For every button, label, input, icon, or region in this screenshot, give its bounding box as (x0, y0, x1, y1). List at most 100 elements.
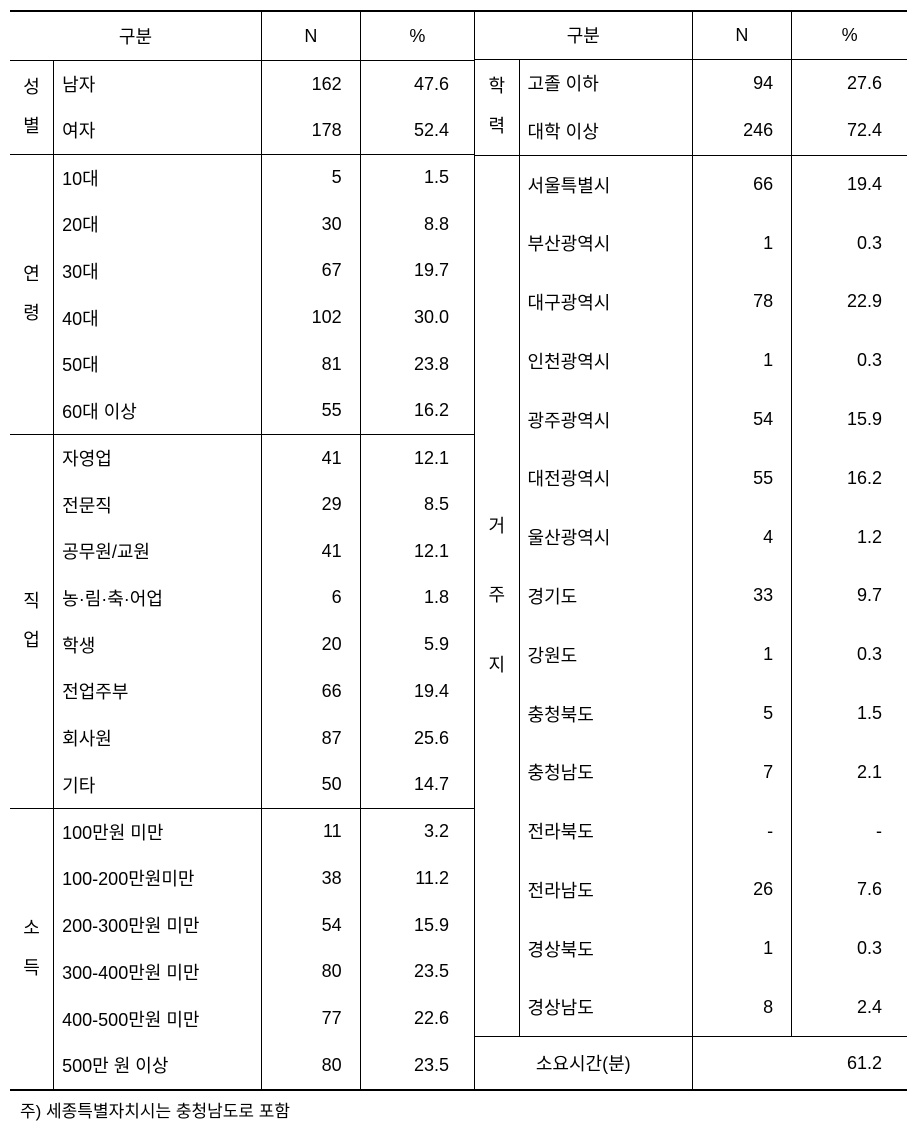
n-cell: 80 (261, 948, 360, 995)
cat-income: 소득 (10, 808, 54, 1089)
table-row: 300-400만원 미만8023.5 (10, 948, 475, 995)
row-label: 기타 (54, 772, 261, 798)
row-label: 20대 (54, 211, 261, 237)
n-cell: 7 (692, 743, 792, 802)
cat-age: 연령 (10, 154, 54, 434)
row-label: 10대 (54, 165, 261, 191)
n-cell: 178 (261, 107, 360, 154)
pct-cell: 23.5 (360, 1042, 474, 1089)
table-row: 농·림·축·어업61.8 (10, 575, 475, 622)
table-row: 전라북도-- (475, 802, 907, 861)
table-row: 거주지 서울특별시6619.4 (475, 155, 907, 214)
n-cell: 1 (692, 214, 792, 273)
hdr-n-l: N (261, 11, 360, 61)
n-cell: 38 (261, 855, 360, 902)
cat-gender: 성별 (10, 61, 54, 154)
row-label: 남자 (54, 71, 261, 97)
n-cell: 4 (692, 508, 792, 567)
n-cell: 41 (261, 528, 360, 575)
n-cell: 54 (692, 390, 792, 449)
pct-cell: 72.4 (792, 107, 907, 155)
row-label: 200-300만원 미만 (54, 912, 261, 938)
left-header: 구분 N % (10, 11, 475, 61)
pct-cell: 12.1 (360, 528, 474, 575)
pct-cell: 23.8 (360, 341, 474, 388)
n-cell: 5 (692, 684, 792, 743)
n-cell: 33 (692, 567, 792, 626)
table-row: 회사원8725.6 (10, 715, 475, 762)
pct-cell: 0.3 (792, 214, 907, 273)
n-cell: 30 (261, 201, 360, 248)
n-cell: 102 (261, 294, 360, 341)
pct-cell: 47.6 (360, 61, 474, 108)
row-label: 100만원 미만 (54, 819, 261, 845)
n-cell: 55 (692, 449, 792, 508)
n-cell: 6 (261, 575, 360, 622)
table-row: 대구광역시7822.9 (475, 273, 907, 332)
table-row: 부산광역시10.3 (475, 214, 907, 273)
row-label: 경기도 (520, 583, 692, 609)
table-row: 400-500만원 미만7722.6 (10, 995, 475, 1042)
row-label: 전업주부 (54, 678, 261, 704)
pct-cell: 25.6 (360, 715, 474, 762)
table-wrapper: 구분 N % 성별 남자 162 47.6 여자 178 52.4 연령 10대… (10, 10, 907, 1091)
n-cell: 29 (261, 481, 360, 528)
row-label: 울산광역시 (520, 524, 692, 550)
row-label: 40대 (54, 305, 261, 331)
row-label: 100-200만원미만 (54, 865, 261, 891)
row-label: 전라남도 (520, 877, 692, 903)
hdr-n-r: N (692, 11, 792, 59)
table-row: 공무원/교원4112.1 (10, 528, 475, 575)
table-row: 전라남도267.6 (475, 861, 907, 920)
pct-cell: 7.6 (792, 861, 907, 920)
table-row: 50대8123.8 (10, 341, 475, 388)
pct-cell: 2.1 (792, 743, 907, 802)
n-cell: 67 (261, 247, 360, 294)
table-row: 울산광역시41.2 (475, 508, 907, 567)
table-row: 30대6719.7 (10, 247, 475, 294)
row-label: 서울특별시 (520, 172, 692, 198)
row-label: 고졸 이하 (520, 70, 692, 96)
n-cell: 55 (261, 388, 360, 435)
pct-cell: 1.5 (360, 154, 474, 201)
pct-cell: 0.3 (792, 331, 907, 390)
table-row: 충청북도51.5 (475, 684, 907, 743)
row-label: 50대 (54, 351, 261, 377)
table-row: 전문직298.5 (10, 481, 475, 528)
row-label: 대학 이상 (520, 118, 692, 144)
row-label: 광주광역시 (520, 407, 692, 433)
table-row: 인천광역시10.3 (475, 331, 907, 390)
table-row: 경상남도82.4 (475, 978, 907, 1037)
n-cell: 1 (692, 625, 792, 684)
left-table: 구분 N % 성별 남자 162 47.6 여자 178 52.4 연령 10대… (10, 10, 475, 1089)
table-row: 학생205.9 (10, 621, 475, 668)
pct-cell: 19.7 (360, 247, 474, 294)
time-n-blank (692, 1037, 792, 1089)
pct-cell: 0.3 (792, 919, 907, 978)
pct-cell: 2.4 (792, 978, 907, 1037)
table-row: 소득 100만원 미만113.2 (10, 808, 475, 855)
pct-cell: - (792, 802, 907, 861)
right-table: 구분 N % 학력 고졸 이하9427.6 대학 이상24672.4 거주지 서… (475, 10, 907, 1089)
hdr-gubun-r: 구분 (475, 11, 692, 59)
pct-cell: 15.9 (360, 902, 474, 949)
pct-cell: 16.2 (360, 388, 474, 435)
table-row: 강원도10.3 (475, 625, 907, 684)
n-cell: 162 (261, 61, 360, 108)
row-label: 자영업 (54, 445, 261, 471)
row-label: 500만 원 이상 (54, 1052, 261, 1078)
table-row: 100-200만원미만3811.2 (10, 855, 475, 902)
table-row: 학력 고졸 이하9427.6 (475, 59, 907, 107)
n-cell: 1 (692, 331, 792, 390)
row-label: 강원도 (520, 642, 692, 668)
row-label: 400-500만원 미만 (54, 1006, 261, 1032)
table-row: 500만 원 이상8023.5 (10, 1042, 475, 1089)
n-cell: 54 (261, 902, 360, 949)
n-cell: 1 (692, 919, 792, 978)
pct-cell: 1.5 (792, 684, 907, 743)
hdr-pct-l: % (360, 11, 474, 61)
pct-cell: 8.8 (360, 201, 474, 248)
n-cell: - (692, 802, 792, 861)
row-label: 공무원/교원 (54, 538, 261, 564)
table-row: 충청남도72.1 (475, 743, 907, 802)
